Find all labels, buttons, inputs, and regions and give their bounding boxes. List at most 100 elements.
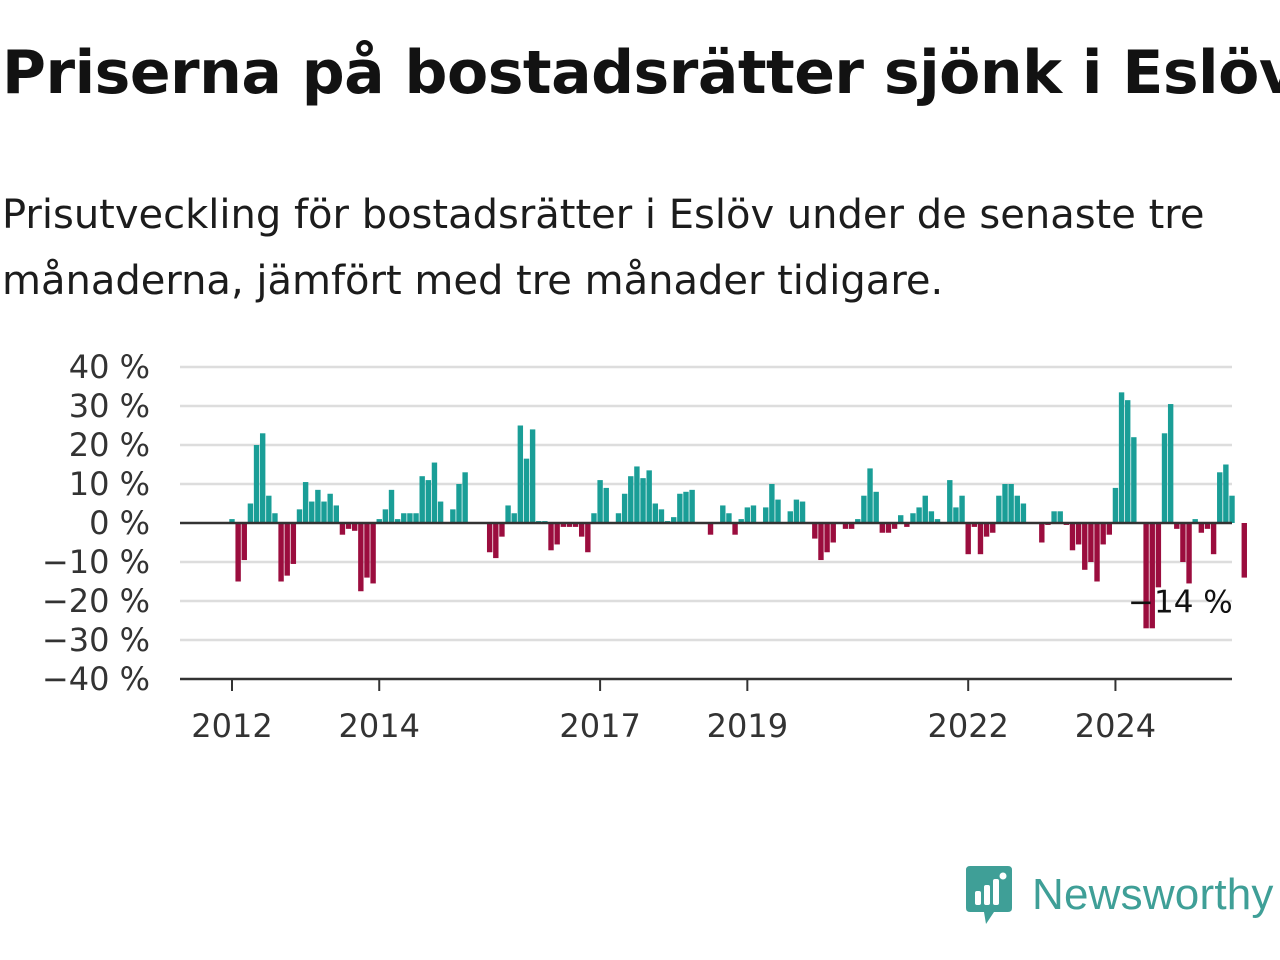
bar bbox=[1217, 472, 1223, 523]
bar bbox=[922, 495, 928, 523]
bar bbox=[1100, 523, 1106, 545]
bar bbox=[1131, 437, 1137, 523]
bar bbox=[419, 476, 425, 523]
bar bbox=[1192, 519, 1198, 523]
bar bbox=[505, 505, 511, 523]
bar bbox=[769, 484, 775, 523]
y-tick-label: 10 % bbox=[69, 465, 150, 503]
bar bbox=[787, 511, 793, 523]
bar bbox=[585, 523, 591, 553]
bar bbox=[646, 470, 652, 523]
bar bbox=[425, 480, 432, 523]
bar bbox=[296, 509, 303, 523]
bar bbox=[640, 478, 646, 523]
y-tick-label: −40 % bbox=[42, 660, 150, 698]
bar bbox=[990, 523, 996, 533]
x-tick-label: 2014 bbox=[339, 707, 420, 745]
bar bbox=[272, 513, 278, 523]
bar bbox=[578, 523, 585, 537]
bar bbox=[1198, 523, 1205, 533]
chart-subtitle: Prisutveckling för bostadsrätter i Eslöv… bbox=[2, 192, 1205, 304]
bar bbox=[799, 501, 806, 523]
bar bbox=[407, 513, 413, 523]
bar bbox=[738, 519, 744, 523]
bar bbox=[855, 519, 861, 523]
bar bbox=[732, 523, 738, 535]
bar bbox=[750, 505, 757, 523]
bar bbox=[971, 523, 978, 527]
bar bbox=[1149, 523, 1155, 629]
bar bbox=[910, 513, 916, 523]
bar bbox=[904, 523, 910, 527]
bar-chart: 40 %30 %20 %10 %0 %−10 %−20 %−30 %−40 % … bbox=[42, 348, 1247, 745]
bar bbox=[247, 503, 254, 523]
bar bbox=[1051, 511, 1057, 523]
y-tick-label: 30 % bbox=[69, 387, 150, 425]
bar bbox=[382, 509, 389, 523]
bar bbox=[597, 480, 603, 523]
bar bbox=[493, 523, 499, 559]
bar bbox=[284, 523, 290, 576]
bar bbox=[370, 523, 376, 584]
bar bbox=[959, 495, 965, 523]
bar bbox=[413, 513, 419, 523]
bar bbox=[1241, 523, 1247, 578]
x-tick-label: 2012 bbox=[191, 707, 272, 745]
bar bbox=[1106, 523, 1112, 535]
bar bbox=[1204, 523, 1211, 529]
bar bbox=[720, 505, 726, 523]
bar bbox=[1075, 523, 1082, 545]
bar bbox=[462, 472, 468, 523]
bar bbox=[996, 495, 1002, 523]
bar bbox=[591, 513, 597, 523]
bar bbox=[278, 523, 284, 582]
bar bbox=[1186, 523, 1192, 584]
bar bbox=[333, 505, 339, 523]
bar bbox=[744, 507, 751, 523]
bar bbox=[812, 523, 818, 539]
bar bbox=[824, 523, 830, 553]
bar bbox=[1014, 495, 1020, 523]
bar bbox=[566, 523, 573, 527]
bar bbox=[1094, 523, 1100, 582]
x-tick-label: 2022 bbox=[927, 707, 1008, 745]
bar bbox=[1008, 484, 1014, 523]
bar bbox=[241, 523, 247, 561]
x-tick-label: 2017 bbox=[559, 707, 640, 745]
bar bbox=[394, 519, 401, 523]
bar bbox=[321, 501, 327, 523]
bar bbox=[358, 523, 364, 592]
bar bbox=[775, 499, 781, 523]
bar bbox=[916, 507, 922, 523]
bar bbox=[707, 523, 714, 535]
bar bbox=[450, 509, 456, 523]
bar bbox=[1002, 484, 1008, 523]
bar bbox=[1069, 523, 1076, 551]
bar bbox=[1112, 487, 1119, 523]
y-tick-label: 40 % bbox=[69, 348, 150, 386]
last-value-label: −14 % bbox=[1128, 585, 1233, 621]
bar bbox=[677, 493, 683, 523]
bar bbox=[401, 513, 407, 523]
bar bbox=[1020, 503, 1027, 523]
bar bbox=[1039, 523, 1045, 543]
bar bbox=[879, 523, 886, 533]
bar bbox=[671, 517, 677, 523]
bar bbox=[1082, 523, 1088, 570]
bar bbox=[266, 495, 272, 523]
axes bbox=[180, 521, 1232, 681]
brand: Newsworthy bbox=[964, 864, 1274, 926]
bar bbox=[861, 495, 867, 523]
x-tick-label: 2019 bbox=[707, 707, 788, 745]
gridlines bbox=[180, 365, 1232, 642]
bar bbox=[302, 482, 309, 523]
bar bbox=[891, 523, 898, 529]
bar bbox=[529, 429, 536, 523]
bar bbox=[867, 468, 873, 523]
bars bbox=[229, 392, 1247, 629]
bar bbox=[339, 523, 346, 535]
bar bbox=[364, 523, 370, 578]
bar bbox=[1161, 433, 1168, 523]
bar bbox=[898, 515, 904, 523]
brand-name: Newsworthy bbox=[1032, 870, 1274, 919]
